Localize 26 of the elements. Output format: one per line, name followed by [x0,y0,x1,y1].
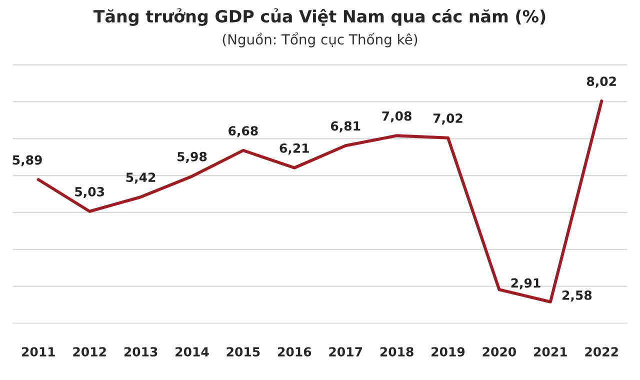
x-tick-label: 2022 [585,347,618,357]
data-label: 5,98 [178,152,207,163]
x-tick-label: 2011 [22,347,55,357]
data-label: 5,42 [126,172,156,184]
data-label: 2,58 [562,290,592,302]
chart-subtitle: (Nguồn: Tổng cục Thống kê) [222,32,418,48]
x-tick-label: 2019 [432,347,465,357]
chart-title: Tăng trưởng GDP của Việt Nam qua các năm (%) [93,8,546,26]
data-label: 7,02 [433,114,462,125]
data-label: 6,21 [280,143,309,154]
data-label: 5,89 [12,155,42,166]
x-tick-label: 2017 [329,347,362,357]
x-tick-label: 2016 [278,347,312,357]
x-tick-label: 2020 [482,347,516,357]
x-tick-label: 2021 [534,347,567,357]
x-tick-label: 2018 [380,347,414,357]
x-tick-label: 2013 [124,347,158,357]
x-tick-label: 2015 [226,347,260,357]
x-tick-label: 2012 [73,347,106,357]
data-label: 7,08 [382,111,412,122]
data-label: 6,81 [330,121,360,132]
data-label: 8,02 [586,76,616,88]
data-label: 2,91 [511,278,540,290]
x-tick-label: 2014 [176,347,209,357]
data-label: 6,68 [228,126,258,138]
data-label: 5,03 [75,186,104,198]
